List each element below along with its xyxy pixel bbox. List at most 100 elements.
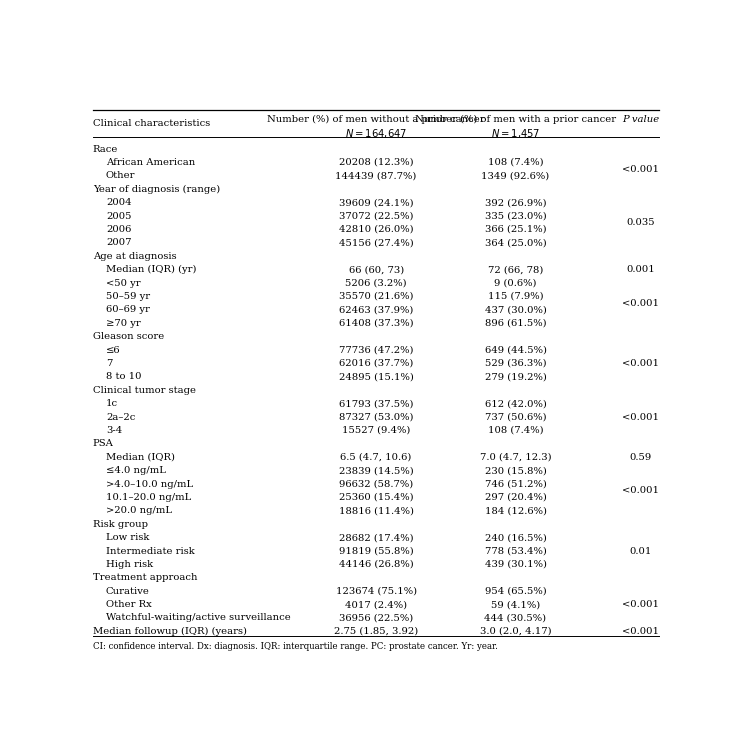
Text: 96632 (58.7%): 96632 (58.7%) [339, 480, 413, 489]
Text: 2a–2c: 2a–2c [106, 413, 135, 421]
Text: 45156 (27.4%): 45156 (27.4%) [339, 239, 413, 248]
Text: Watchful-waiting/active surveillance: Watchful-waiting/active surveillance [106, 613, 291, 622]
Text: <0.001: <0.001 [622, 627, 659, 636]
Text: 364 (25.0%): 364 (25.0%) [484, 239, 546, 248]
Text: 59 (4.1%): 59 (4.1%) [491, 600, 540, 609]
Text: Other: Other [106, 172, 136, 181]
Text: 37072 (22.5%): 37072 (22.5%) [339, 212, 413, 221]
Text: P value: P value [622, 116, 659, 125]
Text: 896 (61.5%): 896 (61.5%) [484, 319, 546, 327]
Text: 66 (60, 73): 66 (60, 73) [349, 265, 404, 274]
Text: ≤6: ≤6 [106, 345, 120, 354]
Text: >4.0–10.0 ng/mL: >4.0–10.0 ng/mL [106, 480, 193, 489]
Text: 3.0 (2.0, 4.17): 3.0 (2.0, 4.17) [480, 627, 551, 636]
Text: Curative: Curative [106, 586, 150, 596]
Text: 366 (25.1%): 366 (25.1%) [484, 225, 546, 234]
Text: 10.1–20.0 ng/mL: 10.1–20.0 ng/mL [106, 493, 192, 502]
Text: 737 (50.6%): 737 (50.6%) [484, 413, 546, 421]
Text: 60–69 yr: 60–69 yr [106, 305, 150, 314]
Text: 2005: 2005 [106, 212, 131, 221]
Text: PSA: PSA [93, 439, 114, 448]
Text: Year of diagnosis (range): Year of diagnosis (range) [93, 185, 220, 194]
Text: 649 (44.5%): 649 (44.5%) [484, 345, 547, 354]
Text: Number (%) of men with a prior cancer: Number (%) of men with a prior cancer [415, 116, 616, 125]
Text: 23839 (14.5%): 23839 (14.5%) [339, 466, 413, 475]
Text: Clinical characteristics: Clinical characteristics [93, 119, 210, 128]
Text: 439 (30.1%): 439 (30.1%) [484, 560, 547, 569]
Text: 62463 (37.9%): 62463 (37.9%) [339, 305, 413, 314]
Text: Number (%) of men without a prior cancer: Number (%) of men without a prior cancer [267, 116, 485, 125]
Text: 2007: 2007 [106, 239, 131, 248]
Text: 184 (12.6%): 184 (12.6%) [484, 507, 547, 515]
Text: 392 (26.9%): 392 (26.9%) [484, 198, 546, 207]
Text: 4017 (2.4%): 4017 (2.4%) [345, 600, 407, 609]
Text: 0.59: 0.59 [630, 453, 652, 462]
Text: Intermediate risk: Intermediate risk [106, 547, 195, 556]
Text: 2004: 2004 [106, 198, 131, 207]
Text: <0.001: <0.001 [622, 165, 659, 174]
Text: 2006: 2006 [106, 225, 131, 234]
Text: 9 (0.6%): 9 (0.6%) [494, 278, 537, 287]
Text: $N = 1{,}457$: $N = 1{,}457$ [491, 127, 540, 140]
Text: 778 (53.4%): 778 (53.4%) [484, 547, 547, 556]
Text: 108 (7.4%): 108 (7.4%) [487, 158, 543, 167]
Text: $N = 164{,}647$: $N = 164{,}647$ [345, 127, 407, 140]
Text: 25360 (15.4%): 25360 (15.4%) [339, 493, 413, 502]
Text: Age at diagnosis: Age at diagnosis [93, 251, 176, 261]
Text: 87327 (53.0%): 87327 (53.0%) [339, 413, 413, 421]
Text: Race: Race [93, 145, 118, 154]
Text: Gleason score: Gleason score [93, 332, 164, 341]
Text: 44146 (26.8%): 44146 (26.8%) [339, 560, 413, 569]
Text: 529 (36.3%): 529 (36.3%) [484, 359, 546, 368]
Text: Median (IQR) (yr): Median (IQR) (yr) [106, 265, 197, 275]
Text: 62016 (37.7%): 62016 (37.7%) [339, 359, 413, 368]
Text: 28682 (17.4%): 28682 (17.4%) [339, 533, 413, 542]
Text: 0.001: 0.001 [626, 265, 655, 274]
Text: 61793 (37.5%): 61793 (37.5%) [339, 399, 413, 408]
Text: Median (IQR): Median (IQR) [106, 453, 175, 462]
Text: 50–59 yr: 50–59 yr [106, 292, 150, 301]
Text: 3-4: 3-4 [106, 426, 123, 435]
Text: <0.001: <0.001 [622, 359, 659, 368]
Text: <0.001: <0.001 [622, 413, 659, 421]
Text: 5206 (3.2%): 5206 (3.2%) [346, 278, 407, 287]
Text: 115 (7.9%): 115 (7.9%) [487, 292, 543, 301]
Text: 24895 (15.1%): 24895 (15.1%) [338, 372, 414, 381]
Text: 42810 (26.0%): 42810 (26.0%) [339, 225, 413, 234]
Text: 297 (20.4%): 297 (20.4%) [484, 493, 547, 502]
Text: 39609 (24.1%): 39609 (24.1%) [339, 198, 413, 207]
Text: 335 (23.0%): 335 (23.0%) [484, 212, 546, 221]
Text: <0.001: <0.001 [622, 486, 659, 495]
Text: High risk: High risk [106, 560, 153, 569]
Text: 7: 7 [106, 359, 112, 368]
Text: 954 (65.5%): 954 (65.5%) [484, 586, 546, 596]
Text: 6.5 (4.7, 10.6): 6.5 (4.7, 10.6) [341, 453, 412, 462]
Text: 612 (42.0%): 612 (42.0%) [484, 399, 547, 408]
Text: <0.001: <0.001 [622, 298, 659, 307]
Text: 279 (19.2%): 279 (19.2%) [484, 372, 547, 381]
Text: 36956 (22.5%): 36956 (22.5%) [339, 613, 413, 622]
Text: 7.0 (4.7, 12.3): 7.0 (4.7, 12.3) [480, 453, 551, 462]
Text: 240 (16.5%): 240 (16.5%) [484, 533, 547, 542]
Text: 108 (7.4%): 108 (7.4%) [487, 426, 543, 435]
Text: 1349 (92.6%): 1349 (92.6%) [482, 172, 550, 181]
Text: ≥70 yr: ≥70 yr [106, 319, 141, 327]
Text: 91819 (55.8%): 91819 (55.8%) [339, 547, 413, 556]
Text: ≤4.0 ng/mL: ≤4.0 ng/mL [106, 466, 166, 475]
Text: African American: African American [106, 158, 195, 167]
Text: <50 yr: <50 yr [106, 278, 141, 287]
Text: 230 (15.8%): 230 (15.8%) [484, 466, 547, 475]
Text: Risk group: Risk group [93, 520, 148, 529]
Text: 72 (66, 78): 72 (66, 78) [488, 265, 543, 274]
Text: 61408 (37.3%): 61408 (37.3%) [339, 319, 413, 327]
Text: 437 (30.0%): 437 (30.0%) [484, 305, 547, 314]
Text: 20208 (12.3%): 20208 (12.3%) [339, 158, 413, 167]
Text: 35570 (21.6%): 35570 (21.6%) [339, 292, 413, 301]
Text: 444 (30.5%): 444 (30.5%) [484, 613, 547, 622]
Text: 123674 (75.1%): 123674 (75.1%) [335, 586, 417, 596]
Text: 144439 (87.7%): 144439 (87.7%) [335, 172, 417, 181]
Text: CI: confidence interval. Dx: diagnosis. IQR: interquartile range. PC: prostate c: CI: confidence interval. Dx: diagnosis. … [93, 642, 498, 651]
Text: 77736 (47.2%): 77736 (47.2%) [339, 345, 413, 354]
Text: 8 to 10: 8 to 10 [106, 372, 142, 381]
Text: Clinical tumor stage: Clinical tumor stage [93, 386, 196, 395]
